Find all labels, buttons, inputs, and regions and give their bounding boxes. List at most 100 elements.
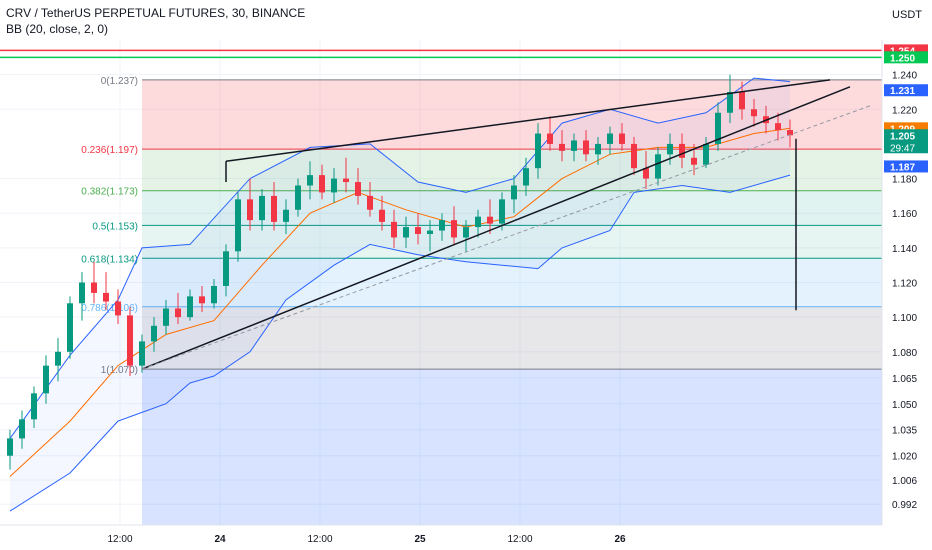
- candle-body: [547, 133, 553, 144]
- candle-body: [199, 296, 205, 304]
- candle-body: [79, 282, 85, 304]
- candle-body: [439, 220, 445, 231]
- candle-body: [283, 209, 289, 222]
- price-marker-label: 1.187: [890, 162, 915, 173]
- candle-body: [103, 292, 109, 302]
- candle-body: [379, 209, 385, 222]
- fib-level-label: 0.786(1.106): [81, 303, 138, 314]
- time-tick-label: 24: [214, 534, 226, 545]
- candle-body: [571, 140, 577, 151]
- candle-body: [415, 227, 421, 234]
- candle-body: [715, 112, 721, 144]
- candle-body: [607, 133, 613, 144]
- indicator-label[interactable]: BB (20, close, 2, 0): [6, 22, 109, 36]
- fib-zone: [142, 306, 882, 370]
- candle-body: [451, 220, 457, 238]
- horizontal-lines[interactable]: [0, 49, 882, 59]
- candle-body: [91, 282, 97, 293]
- candle-body: [355, 182, 361, 196]
- candle-body: [583, 140, 589, 155]
- candle-body: [619, 133, 625, 144]
- time-axis-bg: [0, 525, 932, 550]
- price-tick-label: 1.035: [892, 426, 917, 437]
- candle-body: [691, 157, 697, 165]
- fib-level-label: 0(1.237): [101, 76, 138, 87]
- trendline-projection[interactable]: [141, 105, 871, 370]
- time-tick-label: 12:00: [507, 534, 532, 545]
- candle-body: [787, 130, 793, 136]
- candle-body: [163, 308, 169, 326]
- candle-body: [175, 308, 181, 318]
- candle-body: [655, 154, 661, 179]
- price-marker-label: 1.205: [890, 131, 915, 142]
- candle-body: [463, 227, 469, 238]
- candle-body: [151, 325, 157, 342]
- candle-body: [139, 341, 145, 366]
- fib-zone-extension: [142, 369, 882, 525]
- candle-body: [247, 199, 253, 221]
- candle-body: [511, 185, 517, 200]
- candle-body: [427, 230, 433, 234]
- candle-body: [307, 175, 313, 186]
- price-tick-label: 1.180: [892, 175, 917, 186]
- candle-body: [751, 109, 757, 117]
- price-tick-label: 1.020: [892, 452, 917, 463]
- candle-body: [487, 216, 493, 224]
- fib-retracement[interactable]: 0(1.237) 0.236(1.197) 0.382(1.173) 0.5(1.15…: [81, 76, 882, 525]
- candle-body: [391, 221, 397, 238]
- candle-body: [367, 195, 373, 210]
- trendline-lower[interactable]: [141, 86, 851, 370]
- price-marker-label: 1.231: [890, 86, 915, 97]
- fib-level-label: 1(1.070): [101, 365, 138, 376]
- fib-zone: [142, 79, 882, 150]
- candle-body: [403, 227, 409, 238]
- candle-body: [667, 143, 673, 155]
- trendline-upper[interactable]: [225, 79, 831, 162]
- candle-body: [127, 315, 133, 366]
- currency-label: USDT: [892, 9, 922, 21]
- price-tick-label: 1.140: [892, 244, 917, 255]
- price-tick-label: 1.160: [892, 209, 917, 220]
- candle-body: [343, 178, 349, 183]
- candle-body: [211, 285, 217, 304]
- bb-basis-line: [9, 127, 791, 477]
- candle-body: [19, 419, 25, 439]
- candle-body: [235, 199, 241, 252]
- candle-body: [115, 301, 121, 316]
- price-marker-sublabel: 29:47: [890, 143, 915, 154]
- candle-body: [703, 143, 709, 165]
- candle-body: [7, 438, 13, 456]
- price-tick-label: 1.240: [892, 71, 917, 82]
- price-axis-bg: [882, 0, 932, 550]
- candle-body: [31, 393, 37, 420]
- fib-level-label: 0.236(1.197): [81, 145, 138, 156]
- candle-body: [739, 91, 745, 110]
- candle-body: [187, 296, 193, 318]
- candle-body: [319, 175, 325, 193]
- time-tick-label: 12:00: [107, 534, 132, 545]
- price-marker-box: [884, 84, 928, 97]
- candle-body: [775, 123, 781, 131]
- price-marker-label: 1.250: [890, 53, 915, 64]
- price-tick-label: 1.120: [892, 279, 917, 290]
- trendlines[interactable]: [141, 79, 871, 370]
- price-tick-label: 1.220: [892, 105, 917, 116]
- bb-lower-line: [9, 174, 791, 512]
- candle-body: [259, 195, 265, 221]
- candle-body: [331, 178, 337, 193]
- candle-body: [679, 143, 685, 158]
- bollinger-bands: [9, 77, 791, 512]
- candle-body: [643, 168, 649, 179]
- candle-body: [559, 143, 565, 151]
- price-axis[interactable]: 1.240 1.220 1.180 1.160 1.140 1.120 1.100 1.080…: [881, 0, 932, 550]
- bb-fill: [10, 78, 790, 512]
- candle-body: [295, 185, 301, 210]
- price-tick-label: 1.006: [892, 476, 917, 487]
- time-axis[interactable]: 12:00 24 12:00 25 12:00 26: [0, 524, 932, 550]
- time-tick-label: 25: [414, 534, 426, 545]
- candle-body: [631, 143, 637, 169]
- chart-title: CRV / TetherUS PERPETUAL FUTURES, 30, BI…: [6, 6, 306, 20]
